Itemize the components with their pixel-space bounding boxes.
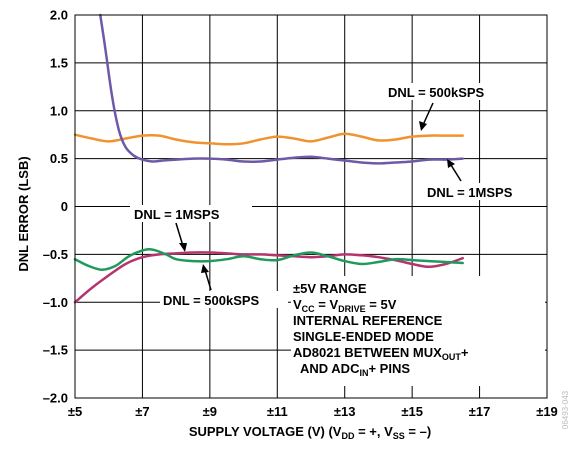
series-labels: DNL = 500kSPS DNL = 1MSPS DNL = 1MSPS DN… (130, 83, 528, 308)
plot-frame (74, 14, 548, 399)
condition-supply: VCC = VDRIVE = 5V (293, 297, 397, 314)
y-tick-label: 2.0 (50, 8, 68, 23)
condition-reference: INTERNAL REFERENCE (293, 313, 443, 328)
x-tick-label: ±13 (334, 404, 356, 419)
x-tick-label: ±17 (469, 404, 491, 419)
arrowhead-neg-500k (201, 264, 209, 273)
x-tick-label: ±11 (267, 404, 288, 419)
y-axis-title-text: DNL ERROR (LSB) (16, 156, 31, 271)
y-axis-title: DNL ERROR (LSB) (16, 156, 31, 271)
condition-range: ±5V RANGE (293, 281, 367, 296)
label-bg-neg-1m (130, 205, 252, 222)
y-tick-label: 0 (61, 199, 68, 214)
x-tick-label: ±9 (203, 404, 217, 419)
x-tick-labels: ±5 ±7 ±9 ±11 ±13 ±15 ±17 ±19 (68, 404, 558, 419)
label-bg-neg-500k (160, 291, 288, 308)
y-tick-label: –0.5 (43, 247, 68, 262)
arrowhead-pos-1m (447, 159, 455, 168)
label-pos-500k: DNL = 500kSPS (388, 85, 485, 100)
label-bg-pos-1m (424, 183, 528, 200)
arrow-pos-1m (450, 164, 462, 182)
x-axis-title: SUPPLY VOLTAGE (V) (VDD = +, VSS = –) (189, 424, 431, 441)
arrow-pos-500k (422, 102, 434, 126)
test-conditions: ±5V RANGE VCC = VDRIVE = 5V INTERNAL REF… (293, 281, 469, 378)
x-tick-label: ±15 (401, 404, 423, 419)
arrowhead-pos-500k (419, 121, 427, 131)
series-group (73, 13, 464, 304)
label-bg-pos-500k (385, 83, 497, 100)
y-tick-label: –1.0 (43, 295, 68, 310)
y-tick-label: 0.5 (50, 151, 68, 166)
y-tick-labels: 2.0 1.5 1.0 0.5 0 –0.5 –1.0 –1.5 –2.0 (43, 8, 68, 406)
y-tick-label: 1.5 (50, 55, 68, 70)
condition-pins: AND ADCIN+ PINS (300, 361, 410, 378)
label-neg-1m: DNL = 1MSPS (134, 207, 220, 222)
arrow-neg-500k (204, 269, 212, 291)
series-line-positive-0 (73, 132, 464, 146)
series-line-negative-3 (73, 248, 464, 271)
y-tick-label: –1.5 (43, 343, 68, 358)
conditions-bg (291, 276, 545, 386)
condition-mode: SINGLE-ENDED MODE (293, 329, 434, 344)
y-tick-label: 1.0 (50, 103, 68, 118)
arrow-neg-1m (175, 222, 184, 247)
x-tick-label: ±5 (68, 404, 82, 419)
arrowhead-neg-1m (179, 243, 187, 252)
x-tick-label: ±7 (135, 404, 149, 419)
label-pos-1m: DNL = 1MSPS (427, 185, 513, 200)
y-tick-label: –2.0 (43, 391, 68, 406)
condition-driver: AD8021 BETWEEN MUXOUT+ (293, 345, 469, 362)
series-line-negative-2 (73, 251, 464, 304)
series-line-positive-1 (99, 13, 464, 165)
label-neg-500k: DNL = 500kSPS (163, 293, 260, 308)
x-tick-label: ±19 (536, 404, 558, 419)
figure-id: 06493-043 (561, 390, 570, 429)
